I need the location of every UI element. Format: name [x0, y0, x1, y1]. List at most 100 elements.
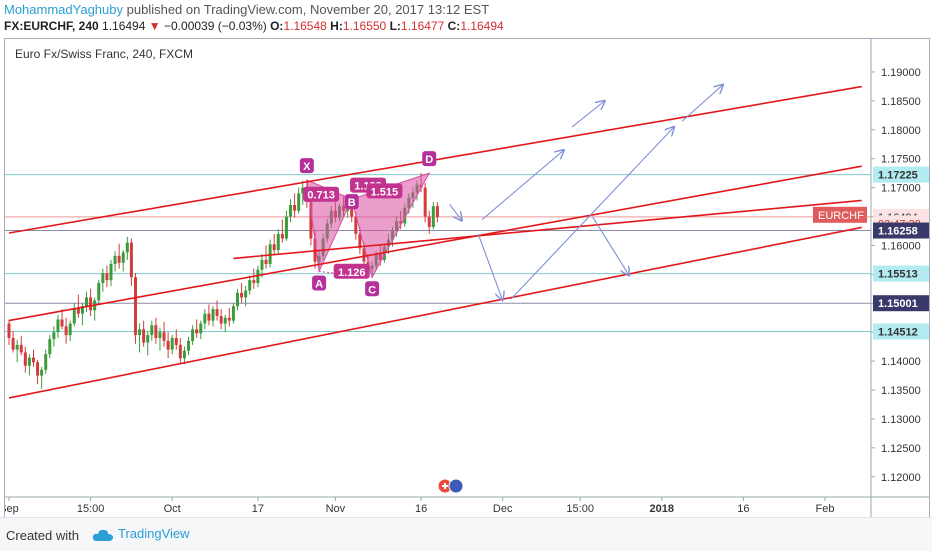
price-label-box: [813, 206, 867, 223]
candle-body: [284, 216, 288, 239]
price-label: 1.16258: [878, 226, 918, 238]
candle-body: [162, 332, 166, 341]
open-value: 1.16548: [283, 19, 327, 33]
projection-arrow: [449, 204, 462, 220]
candle-body: [264, 259, 268, 264]
candle-body: [435, 206, 439, 218]
y-tick-label: 1.18000: [881, 125, 921, 137]
trendline: [233, 199, 862, 260]
candle-body: [15, 344, 19, 350]
candle-body: [280, 233, 284, 239]
symbol-label: FX:EURCHF, 240: [4, 19, 99, 33]
price-label: EURCHF: [818, 210, 864, 222]
price-label: 1.14512: [878, 326, 918, 338]
trendline: [8, 165, 862, 322]
ratio-label: 1.515: [371, 186, 399, 198]
price-label: 1.15001: [878, 298, 918, 310]
candle-body: [211, 309, 215, 321]
candle-body: [309, 202, 313, 239]
candle-body: [268, 244, 272, 264]
candle-body: [293, 204, 297, 211]
projection-arrow: [571, 101, 605, 128]
tradingview-logo[interactable]: TradingView: [92, 526, 190, 542]
swiss-cross-v: [444, 483, 446, 489]
footer: Created with TradingView: [0, 517, 932, 551]
ratio-badge: [303, 186, 340, 202]
author-link[interactable]: MohammadYaghuby: [4, 2, 123, 17]
pattern-point-badge: [422, 151, 437, 167]
y-tick-label: 1.19000: [881, 67, 921, 79]
candle-body: [31, 357, 35, 363]
projection-arrow: [481, 150, 564, 220]
candle-body: [27, 357, 31, 366]
pattern-point-badge: [312, 275, 327, 291]
candle-body: [227, 317, 231, 321]
ratio-badge: [366, 183, 403, 199]
candle-body: [105, 273, 109, 281]
candle-body: [72, 307, 76, 324]
candle-body: [260, 259, 264, 270]
ratio-label: 0.713: [307, 190, 335, 202]
price-chart[interactable]: Euro Fx/Swiss Franc, 240, FXCM X A B C D 0.713…: [0, 39, 929, 517]
candle-body: [158, 332, 162, 338]
candle-body: [89, 297, 93, 311]
candle-body: [195, 329, 199, 334]
candle-body: [252, 280, 256, 284]
eu-flag-icon: [448, 478, 464, 494]
candle-body: [138, 329, 142, 336]
candle-body: [117, 255, 121, 263]
x-tick-label: 15:00: [566, 503, 594, 515]
candle-body: [272, 244, 276, 251]
price-label-box: [873, 166, 929, 183]
y-tick-label: 1.13500: [881, 385, 921, 397]
price-label-box: [873, 323, 929, 340]
candle-body: [203, 313, 207, 324]
y-tick-label: 1.17500: [881, 154, 921, 166]
candle-body: [431, 206, 435, 227]
candle-body: [240, 292, 244, 298]
candle-body: [174, 337, 178, 345]
pattern-point-label: A: [315, 278, 323, 290]
price-label-box: [873, 295, 929, 312]
candle-body: [85, 297, 89, 307]
candle-body: [129, 242, 133, 278]
x-tick-label: Dec: [493, 503, 513, 515]
y-tick-label: 1.12500: [881, 443, 921, 455]
candle-body: [68, 323, 72, 336]
x-tick-label: 17: [252, 503, 264, 515]
candle-body: [362, 248, 366, 262]
projection-arrow: [510, 127, 674, 300]
down-arrow-icon: ▼: [148, 19, 161, 33]
candle-body: [7, 323, 11, 338]
publish-info: MohammadYaghuby published on TradingView…: [4, 2, 489, 17]
x-tick-label: Sep: [5, 503, 19, 515]
candle-body: [121, 252, 125, 263]
y-tick-label: 1.12000: [881, 472, 921, 484]
candle-body: [256, 269, 260, 284]
candle-body: [125, 242, 129, 253]
price-label-box: [873, 222, 929, 239]
candle-body: [146, 335, 150, 343]
candle-body: [354, 216, 358, 234]
close-value: 1.16494: [460, 19, 504, 33]
y-tick-label: 1.17000: [881, 183, 921, 195]
candle-body: [56, 319, 60, 333]
chart-area[interactable]: Euro Fx/Swiss Franc, 240, FXCM X A B C D 0.713…: [0, 38, 930, 518]
symbol-info: FX:EURCHF, 240 1.16494 ▼ −0.00039 (−0.03…: [4, 19, 504, 33]
y-tick-label: 1.16000: [881, 240, 921, 252]
candle-body: [40, 369, 44, 376]
ratio-badge: [333, 263, 370, 279]
candle-body: [166, 340, 170, 350]
x-tick-label: 16: [415, 503, 427, 515]
projection-arrow: [591, 216, 629, 276]
candle-body: [223, 317, 227, 324]
y-tick-label: 1.18500: [881, 96, 921, 108]
pattern-point-badge: [344, 194, 359, 210]
candle-body: [101, 273, 105, 284]
created-with-text: Created with: [6, 528, 79, 543]
published-text: published on TradingView.com, November 2…: [126, 2, 490, 17]
candle-body: [301, 187, 305, 194]
candle-body: [178, 344, 182, 359]
candle-body: [248, 280, 252, 291]
